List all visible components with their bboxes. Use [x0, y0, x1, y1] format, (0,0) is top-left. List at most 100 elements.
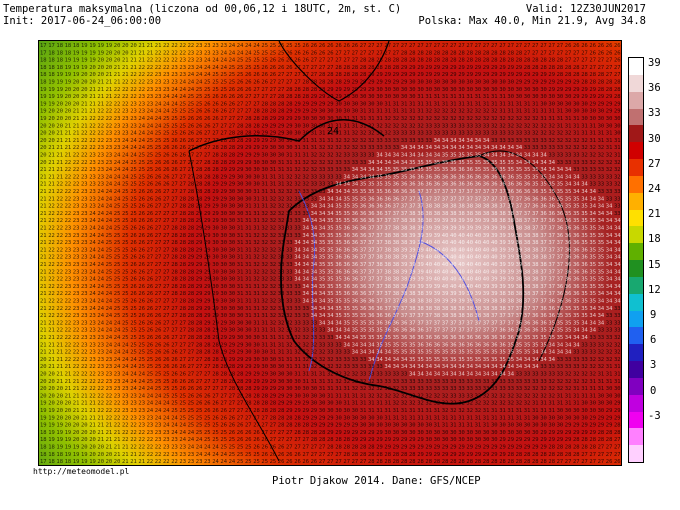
- grid-value: 29: [229, 342, 236, 348]
- grid-value: 36: [368, 211, 375, 217]
- grid-value: 31: [270, 174, 277, 180]
- grid-value: 27: [278, 437, 285, 443]
- grid-value: 18: [40, 72, 47, 78]
- grid-value: 30: [335, 101, 342, 107]
- grid-value: 23: [171, 445, 178, 451]
- grid-value: 37: [491, 320, 498, 326]
- grid-value: 32: [409, 123, 416, 129]
- grid-value: 35: [581, 299, 588, 305]
- grid-value: 33: [368, 153, 375, 159]
- grid-value: 35: [409, 167, 416, 173]
- grid-value: 22: [65, 182, 72, 188]
- grid-value: 34: [376, 153, 383, 159]
- grid-value: 23: [73, 284, 80, 290]
- grid-value: 30: [499, 80, 506, 86]
- grid-value: 34: [311, 218, 318, 224]
- grid-value: 26: [278, 445, 285, 451]
- grid-value: 22: [48, 299, 55, 305]
- grid-value: 30: [253, 335, 260, 341]
- grid-value: 30: [335, 401, 342, 407]
- grid-value: 29: [384, 437, 391, 443]
- grid-value: 29: [212, 320, 219, 326]
- grid-value: 27: [261, 87, 268, 93]
- grid-value: 27: [614, 437, 621, 443]
- grid-value: 28: [188, 182, 195, 188]
- grid-value: 28: [581, 80, 588, 86]
- grid-value: 29: [540, 72, 547, 78]
- grid-value: 35: [393, 342, 400, 348]
- grid-value: 26: [155, 342, 162, 348]
- grid-value: 35: [475, 160, 482, 166]
- grid-value: 32: [360, 131, 367, 137]
- grid-value: 22: [48, 291, 55, 297]
- grid-value: 35: [425, 350, 432, 356]
- grid-value: 34: [302, 226, 309, 232]
- grid-value: 21: [130, 459, 137, 465]
- grid-value: 40: [458, 284, 465, 290]
- grid-value: 32: [270, 291, 277, 297]
- grid-value: 28: [245, 123, 252, 129]
- grid-value: 20: [106, 50, 113, 56]
- grid-value: 25: [138, 174, 145, 180]
- grid-value: 33: [384, 145, 391, 151]
- grid-value: 18: [65, 50, 72, 56]
- grid-value: 19: [73, 72, 80, 78]
- grid-value: 29: [327, 430, 334, 436]
- grid-value: 32: [261, 306, 268, 312]
- grid-value: 36: [393, 196, 400, 202]
- grid-value: 29: [589, 423, 596, 429]
- grid-value: 34: [360, 350, 367, 356]
- grid-value: 23: [122, 123, 129, 129]
- grid-value: 28: [188, 284, 195, 290]
- grid-value: 32: [516, 123, 523, 129]
- grid-value: 37: [393, 211, 400, 217]
- grid-value: 26: [130, 218, 137, 224]
- grid-value: 31: [245, 233, 252, 239]
- grid-value: 21: [97, 87, 104, 93]
- grid-value: 21: [48, 174, 55, 180]
- grid-value: 29: [458, 65, 465, 71]
- color-scale-segment: [629, 91, 643, 109]
- grid-value: 39: [507, 269, 514, 275]
- grid-value: 28: [319, 80, 326, 86]
- grid-value: 29: [212, 335, 219, 341]
- grid-value: 30: [220, 247, 227, 253]
- grid-value: 35: [516, 167, 523, 173]
- grid-value: 39: [507, 247, 514, 253]
- grid-value: 37: [409, 320, 416, 326]
- grid-value: 35: [327, 240, 334, 246]
- grid-value: 23: [212, 50, 219, 56]
- grid-value: 30: [557, 408, 564, 414]
- grid-value: 36: [540, 196, 547, 202]
- grid-value: 28: [212, 145, 219, 151]
- grid-value: 23: [138, 101, 145, 107]
- grid-value: 22: [179, 50, 186, 56]
- grid-value: 32: [450, 109, 457, 115]
- grid-value: 28: [368, 452, 375, 458]
- grid-value: 31: [516, 408, 523, 414]
- grid-value: 26: [138, 299, 145, 305]
- grid-value: 28: [179, 313, 186, 319]
- grid-value: 39: [458, 299, 465, 305]
- grid-value: 23: [122, 131, 129, 137]
- grid-value: 36: [532, 320, 539, 326]
- grid-value: 26: [147, 196, 154, 202]
- color-scale-segment: [629, 394, 643, 412]
- grid-value: 40: [475, 262, 482, 268]
- grid-value: 22: [56, 277, 63, 283]
- grid-value: 20: [81, 445, 88, 451]
- grid-value: 19: [40, 101, 47, 107]
- grid-value: 31: [458, 94, 465, 100]
- grid-value: 26: [220, 101, 227, 107]
- grid-value: 25: [179, 408, 186, 414]
- grid-value: 36: [360, 218, 367, 224]
- grid-value: 37: [376, 291, 383, 297]
- grid-value: 25: [171, 393, 178, 399]
- grid-value: 21: [130, 50, 137, 56]
- grid-value: 24: [229, 58, 236, 64]
- grid-value: 34: [499, 372, 506, 378]
- grid-value: 31: [532, 101, 539, 107]
- grid-value: 34: [376, 160, 383, 166]
- grid-value: 36: [384, 196, 391, 202]
- grid-value: 34: [450, 145, 457, 151]
